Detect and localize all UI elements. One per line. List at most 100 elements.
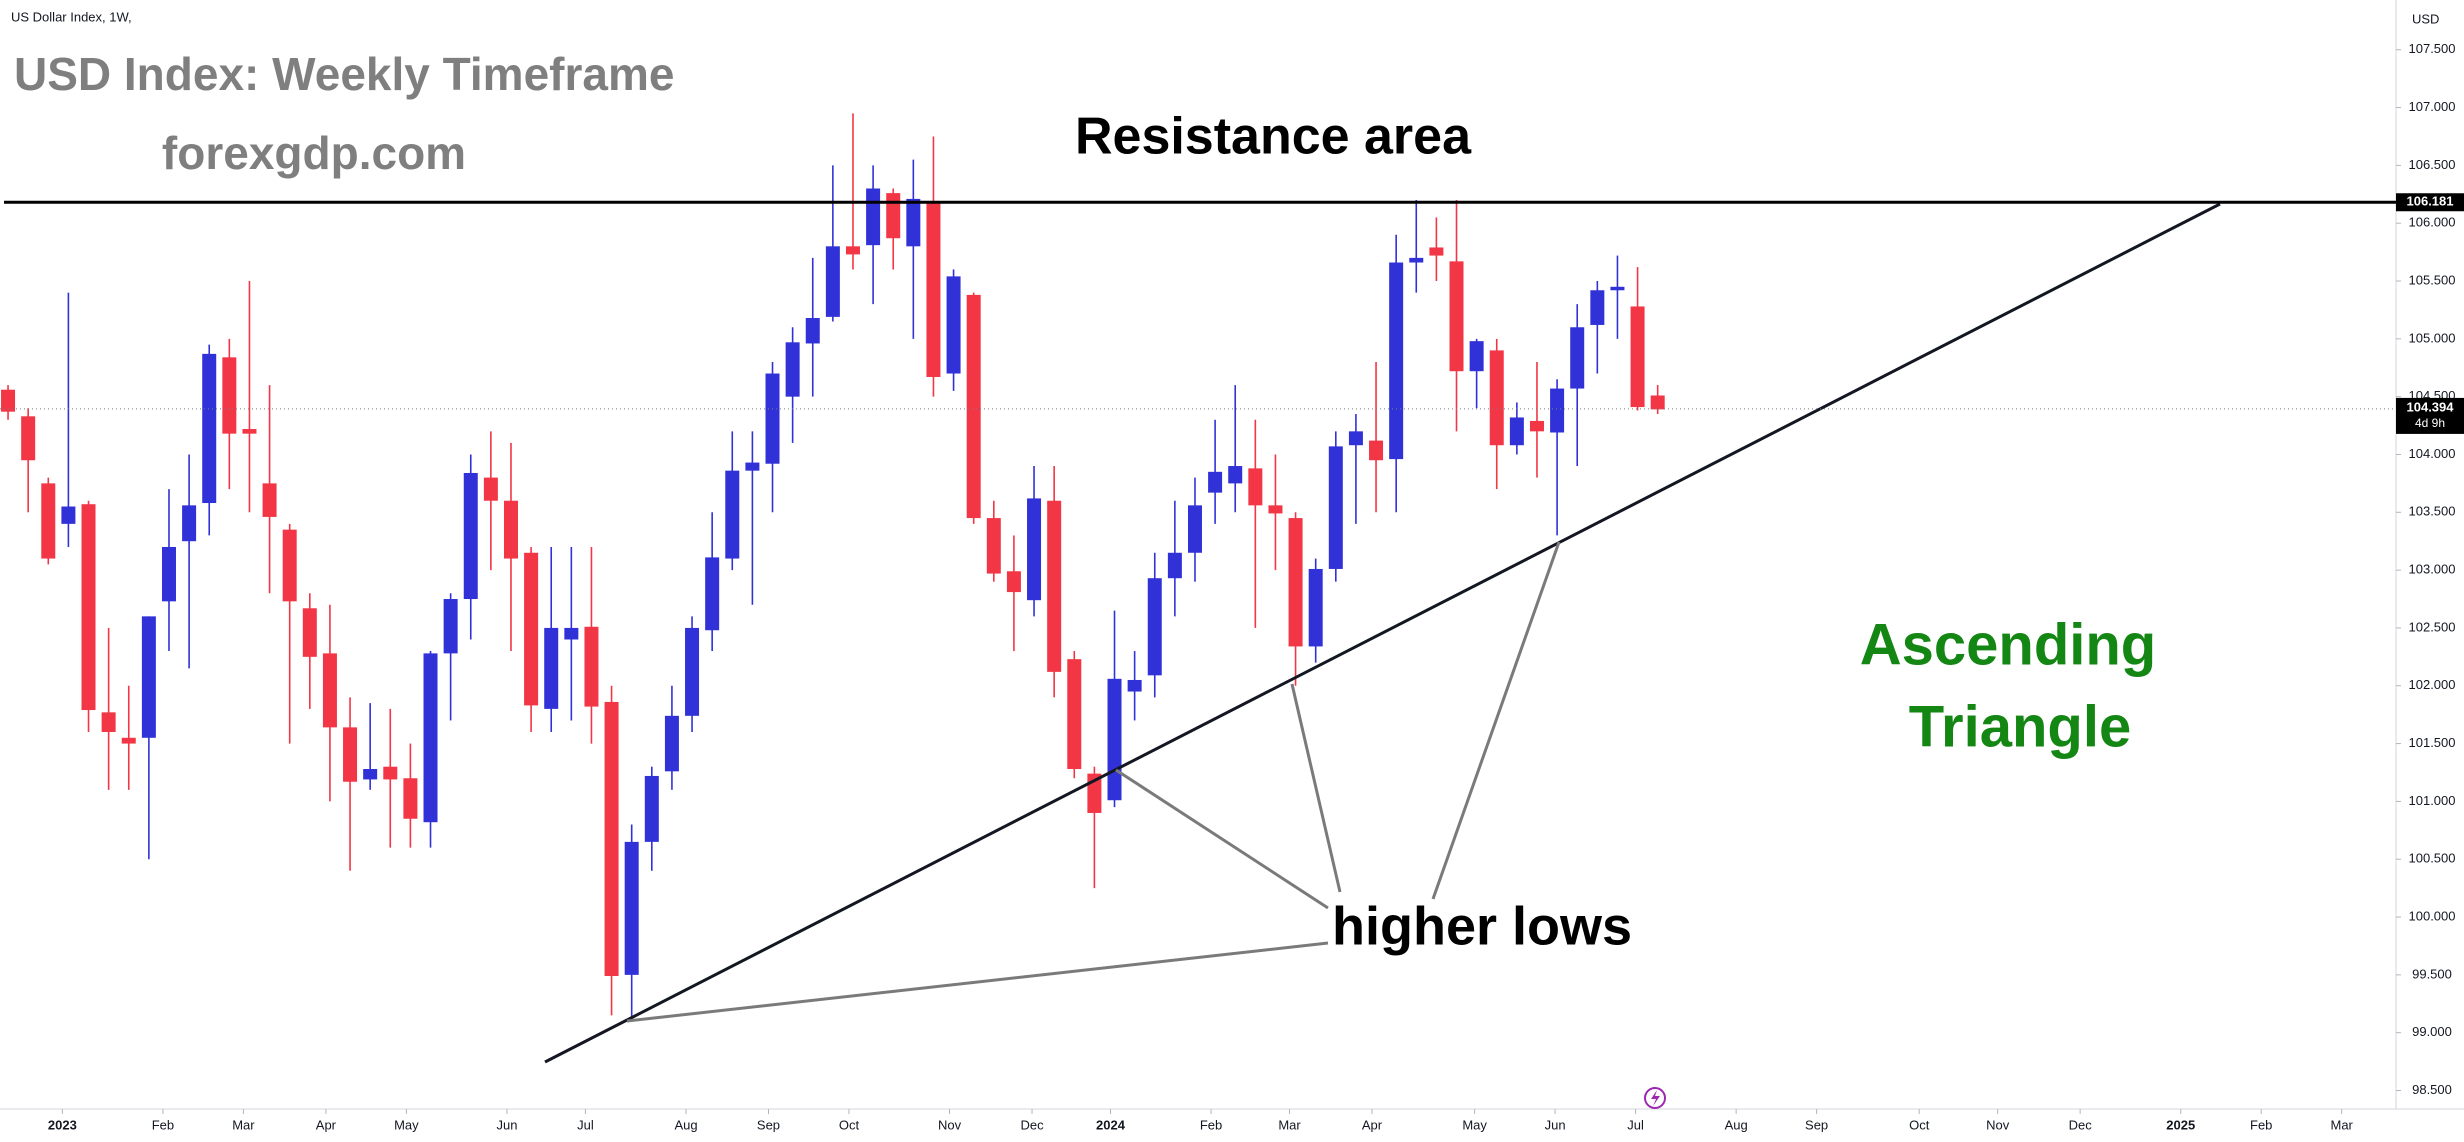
x-tick-label: Mar [1278,1117,1301,1132]
candle-body [624,841,639,975]
y-tick-label: 105.000 [2409,330,2456,345]
candle-body [1187,505,1202,553]
candle-body [866,188,881,246]
candle-body [705,557,720,631]
y-tick-label: 102.500 [2409,619,2456,634]
candle-body [1328,446,1343,569]
x-tick-label: Oct [839,1117,860,1132]
pointer-line [626,941,1329,1023]
candle-body [1409,257,1424,263]
candle-body [1288,518,1303,647]
x-tick-label: 2023 [48,1117,77,1132]
candle-body [1047,500,1062,672]
pattern-annotation: Triangle [1909,694,2131,759]
y-tick-label: 98.500 [2412,1082,2452,1097]
pattern-annotation: Ascending [1860,612,2157,677]
candle-body [886,193,901,239]
candle-body [1630,306,1645,408]
ascending-trendline [544,202,2221,1064]
candle-body [1369,440,1384,461]
candle-body [1590,290,1605,325]
resistance-price-box [2396,193,2464,212]
last-price-label: 104.394 [2407,399,2455,414]
candle-body [906,198,921,247]
candle-body [946,276,961,374]
candle-body [1529,420,1544,432]
y-tick-label: 101.500 [2409,735,2456,750]
x-tick-label: Jul [577,1117,594,1132]
pointer-line [1290,683,1342,893]
candle-body [1208,471,1223,493]
x-tick-label: Feb [1200,1117,1222,1132]
y-tick-label: 103.500 [2409,504,2456,519]
candle-body [503,500,518,559]
candle-body [1268,505,1283,514]
candle-body [182,505,197,542]
candle-body [483,477,498,501]
x-tick-label: Oct [1909,1117,1930,1132]
symbol-label: US Dollar Index, 1W, [11,9,132,24]
candle-body [564,627,579,640]
candle-body [383,766,398,780]
candle-body [1308,568,1323,647]
x-tick-label: Aug [1725,1117,1748,1132]
candle-body [21,416,36,461]
candle-body [604,701,619,977]
x-tick-label: 2024 [1096,1117,1126,1132]
x-tick-label: Dec [2069,1117,2093,1132]
pointer-line [1431,541,1561,900]
last-price-box [2396,397,2464,434]
candle-body [463,472,478,600]
resistance-price-label: 106.181 [2407,194,2454,209]
event-icon[interactable] [1644,1087,1666,1109]
candle-body [1469,341,1484,372]
candle-body [1509,417,1524,446]
currency-label: USD [2412,11,2439,26]
y-tick-label: 107.000 [2409,99,2456,114]
x-tick-label: 2025 [2166,1117,2195,1132]
candle-body [584,626,599,707]
candle-body [121,737,136,744]
x-tick-label: Sep [1805,1117,1828,1132]
candle-body [805,318,820,344]
candle-body [101,712,116,733]
candle-body [202,353,217,504]
candle-body [343,727,358,782]
chart-subtitle: forexgdp.com [162,127,466,179]
y-tick-label: 100.000 [2409,908,2456,923]
x-tick-label: Jun [1545,1117,1566,1132]
last-price-countdown: 4d 9h [2415,416,2445,430]
event-icon-bolt [1651,1090,1660,1106]
candle-body [282,529,297,602]
resistance-annotation: Resistance area [1075,108,1472,166]
chart-title: USD Index: Weekly Timeframe [14,48,674,100]
candle-body [825,246,840,317]
y-tick-label: 106.500 [2409,157,2456,172]
candle-body [1449,261,1464,372]
y-tick-label: 102.000 [2409,677,2456,692]
candle-body [363,769,378,780]
candle-body [785,342,800,397]
candle-body [322,653,337,728]
candle-body [81,504,96,711]
x-tick-label: Sep [757,1117,780,1132]
candle-body [986,518,1001,574]
x-tick-label: Nov [938,1117,962,1132]
lows-annotation: higher lows [1332,896,1632,956]
x-tick-label: Apr [1362,1117,1383,1132]
candle-body [1006,571,1021,593]
candle-body [524,552,539,706]
x-tick-label: Jun [496,1117,517,1132]
x-tick-label: Feb [2250,1117,2272,1132]
candle-body [423,653,438,823]
candle-body [141,616,156,738]
candle-body [644,775,659,842]
candle-body [1,389,16,412]
x-tick-label: May [394,1117,419,1132]
x-tick-label: Nov [1986,1117,2010,1132]
x-tick-label: Jul [1627,1117,1644,1132]
candle-body [1228,466,1243,484]
